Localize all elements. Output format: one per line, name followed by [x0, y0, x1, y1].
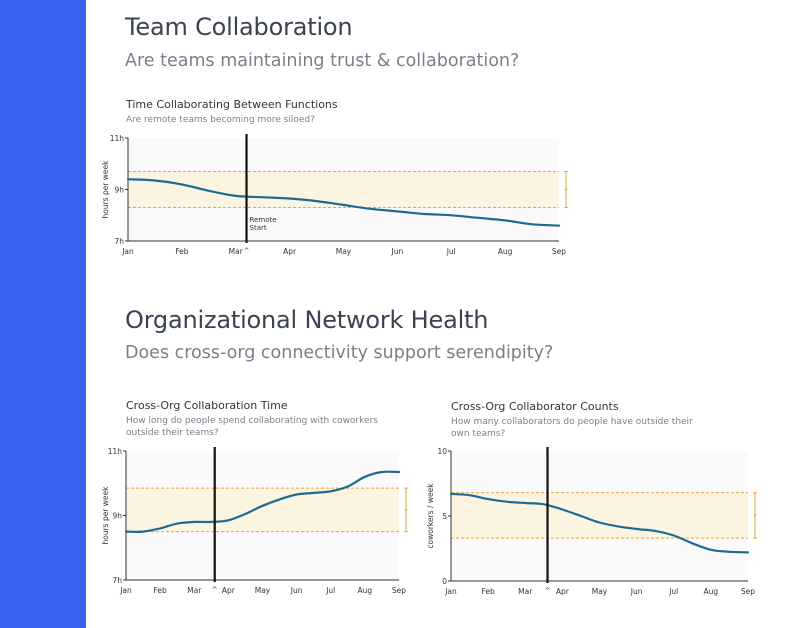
x-tick-label: Jan — [121, 247, 134, 256]
x-tick-label: Jan — [444, 587, 457, 596]
team-collaboration-title: Team Collaboration — [125, 13, 353, 41]
x-tick-label: Jan — [119, 586, 132, 595]
y-axis-label: hours per week — [101, 160, 110, 219]
chart-subtitle-line-2: outside their teams? — [126, 428, 219, 438]
series-line — [124, 470, 401, 533]
x-tick-label: Apr — [222, 586, 236, 595]
chart-subtitle-line-1: How many collaborators do people have ou… — [451, 417, 693, 427]
marker-caret: ^ — [545, 587, 551, 595]
marker-label: Start — [250, 224, 267, 232]
x-tick-label: May — [336, 247, 352, 256]
x-tick-label: Feb — [153, 586, 167, 595]
y-tick-label: 7h — [112, 576, 122, 585]
x-tick-label: Sep — [741, 587, 755, 596]
x-tick-label: Apr — [556, 587, 570, 596]
chart-subtitle-line-1: How long do people spend collaborating w… — [126, 416, 378, 426]
normal-range-band — [126, 488, 399, 532]
x-tick-label: Jul — [325, 586, 335, 595]
x-tick-label: May — [255, 586, 271, 595]
y-tick-label: 10 — [437, 447, 447, 456]
y-tick-label: 11h — [108, 447, 123, 456]
y-tick-label: 9h — [112, 512, 122, 521]
y-tick-label: 0 — [442, 577, 447, 586]
network-health-subtitle: Does cross-org connectivity support sere… — [125, 343, 554, 363]
x-tick-label: Aug — [704, 587, 719, 596]
x-tick-label: May — [592, 587, 608, 596]
x-tick-label: Mar — [518, 587, 533, 596]
x-tick-label: Feb — [175, 247, 189, 256]
marker-label: Remote — [250, 216, 277, 224]
band-bracket-dot — [564, 188, 568, 191]
team-collaboration-subtitle: Are teams maintaining trust & collaborat… — [125, 51, 520, 71]
x-tick-label: Aug — [358, 586, 373, 595]
chart-title: Time Collaborating Between Functions — [126, 98, 338, 111]
chart-subtitle: Are remote teams becoming more siloed? — [126, 115, 315, 125]
x-tick-label: Jun — [630, 587, 643, 596]
cross-org-time-chart: 7h 9h 11h hours per week Jan Feb Mar Apr May Jun J… — [101, 447, 408, 595]
x-tick-label: Sep — [392, 586, 406, 595]
x-tick-label: Aug — [498, 247, 513, 256]
chart-subtitle-line-2: own teams? — [451, 429, 506, 439]
chart-title: Cross-Org Collaboration Time — [126, 399, 288, 412]
y-tick-label: 11h — [110, 134, 125, 143]
chart-title: Cross-Org Collaborator Counts — [451, 400, 619, 413]
x-tick-label: Feb — [481, 587, 495, 596]
series-line — [126, 178, 561, 227]
x-tick-label: Mar — [229, 247, 244, 256]
sidebar — [0, 0, 86, 628]
marker-caret: ^ — [244, 247, 250, 255]
band-bracket-dot — [404, 508, 408, 512]
cross-org-counts-chart: 0 5 10 coworkers / week Jan Feb Mar Apr May Jun Ju… — [426, 447, 757, 596]
y-axis-label: coworkers / week — [426, 483, 435, 549]
series-line — [449, 492, 750, 554]
time-collab-chart: 7h 9h 11h hours per week Jan Feb Mar Apr May Jun J… — [101, 134, 568, 256]
x-tick-label: Jun — [290, 586, 303, 595]
x-tick-label: Jul — [668, 587, 678, 596]
x-tick-label: Jun — [391, 247, 404, 256]
y-axis-label: hours per week — [101, 486, 110, 545]
normal-range-band — [128, 171, 559, 208]
x-tick-label: Apr — [283, 247, 297, 256]
x-tick-label: Sep — [552, 247, 566, 256]
x-tick-label: Mar — [187, 586, 202, 595]
x-tick-label: Jul — [446, 247, 456, 256]
marker-caret: ^ — [212, 586, 218, 594]
band-bracket-dot — [753, 514, 757, 517]
y-tick-label: 5 — [442, 512, 447, 521]
network-health-title: Organizational Network Health — [125, 306, 489, 334]
y-tick-label: 7h — [114, 237, 124, 246]
y-tick-label: 9h — [114, 186, 124, 195]
